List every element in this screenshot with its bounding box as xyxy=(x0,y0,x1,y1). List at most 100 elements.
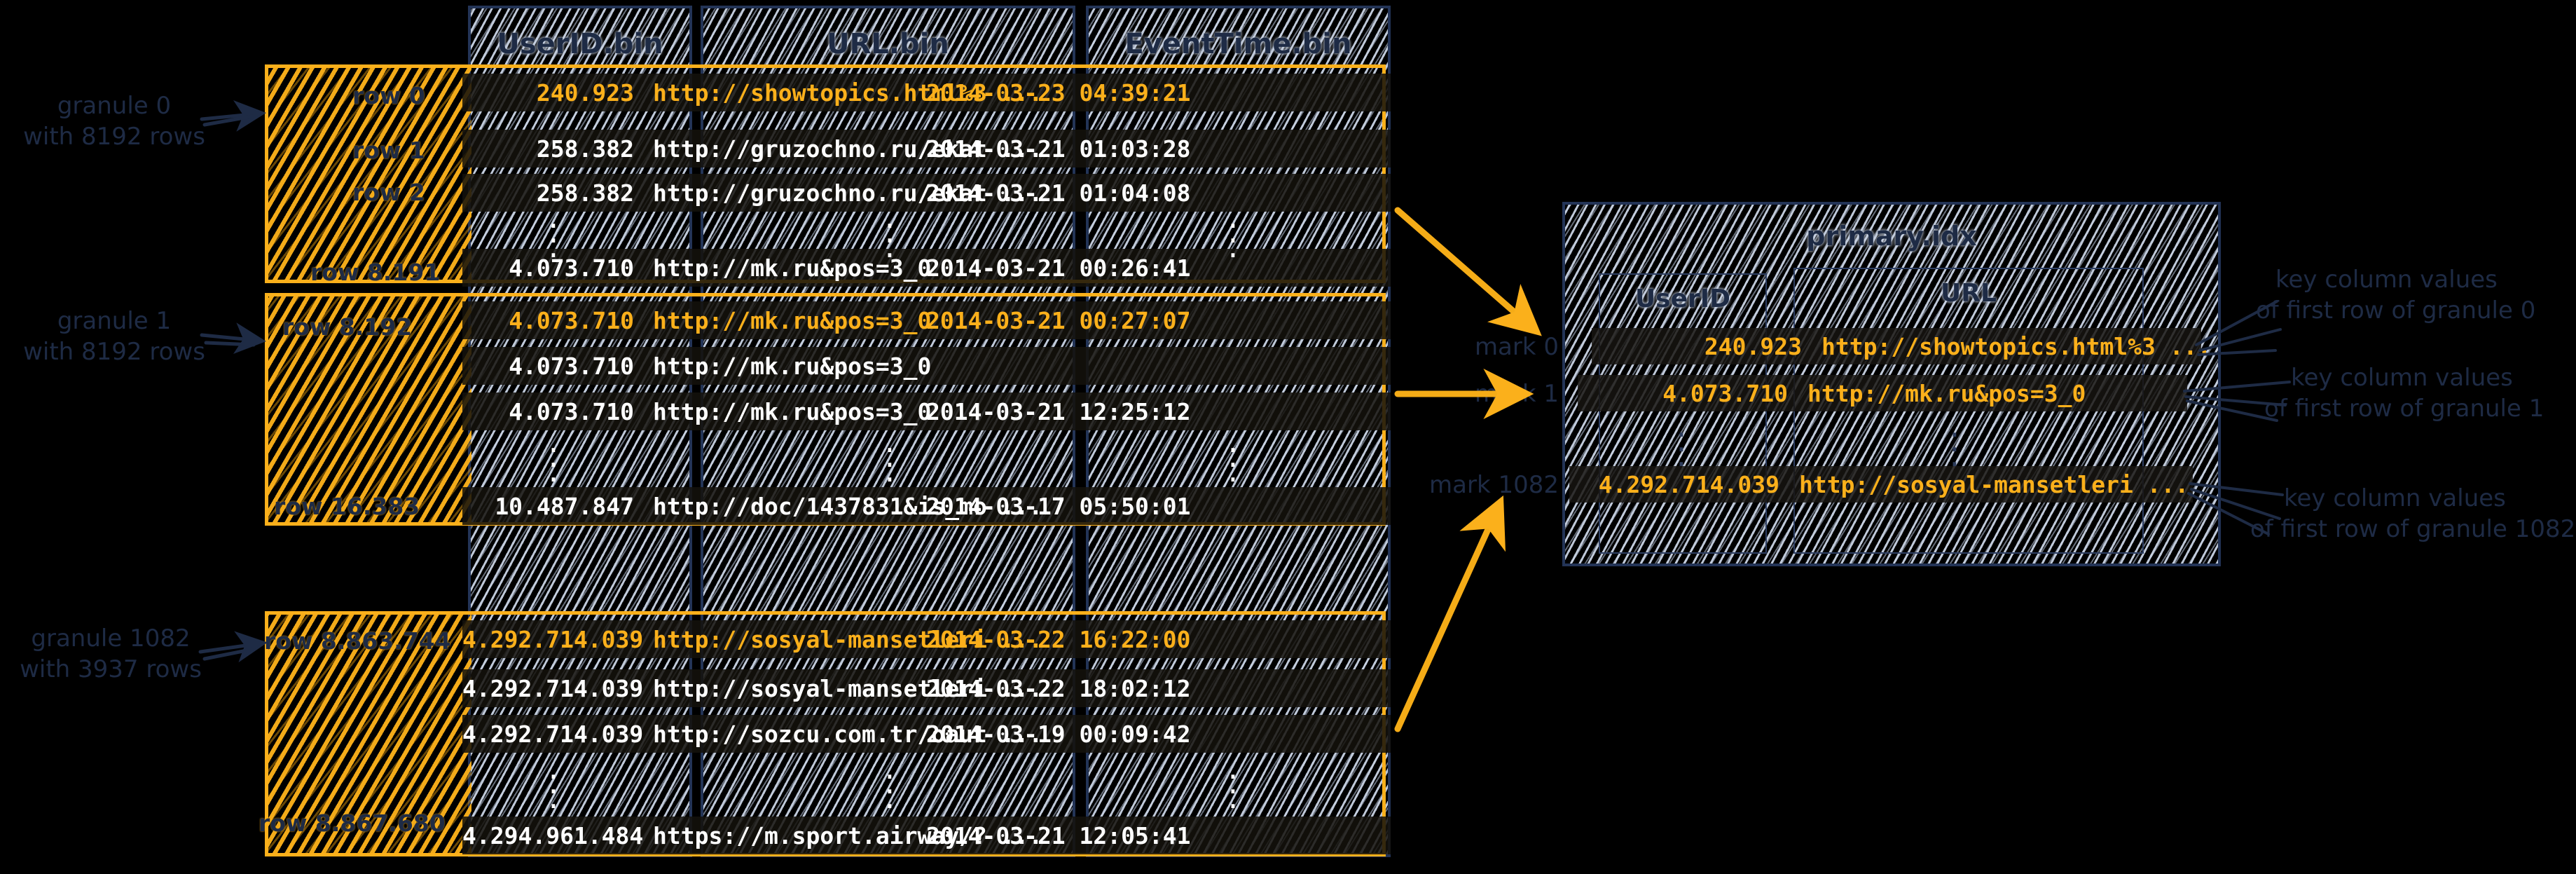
granule-1-vertical-ellipsis: ... xyxy=(545,428,562,488)
granule-1082-to-mark-1082-arrow xyxy=(1394,495,1506,732)
cell-userid: 4.073.710 xyxy=(509,397,634,425)
cell-userid: 240.923 xyxy=(536,78,634,107)
cell-userid: 4.294.961.484 xyxy=(462,821,644,849)
granule-1-row-label-0: row 8.192 xyxy=(282,313,413,341)
index-callout-1: key column values of first row of granul… xyxy=(2264,363,2544,424)
cell-url: http://showtopics.html%3 ... xyxy=(653,78,1043,107)
cell-eventtime: 2014-03-21 12:05:41 xyxy=(926,821,1191,849)
index-callout-0-line2: of first row of granule 0 xyxy=(2256,296,2536,325)
granule-0-last-data-row: 4.073.710 http://mk.ru&pos=3_0 2014-03-2… xyxy=(462,249,1391,287)
column-file-eventtime-bin-label: EventTime.bin xyxy=(1124,28,1352,60)
granule-1-data-row-1: 4.073.710 http://mk.ru&pos=3_0 xyxy=(462,347,1391,385)
index-mark-row-1: 4.073.710 http://mk.ru&pos=3_0 xyxy=(1578,375,2187,411)
cell-url: http://sosyal-mansetleri ... xyxy=(653,674,1043,702)
column-file-userid-bin-label: UserID.bin xyxy=(497,28,663,60)
granule-1082-annotation-line2: with 3937 rows xyxy=(20,655,202,683)
granule-0-data-row-0: 240.923 http://showtopics.html%3 ... 201… xyxy=(462,74,1391,111)
cell-eventtime: 2014-03-21 12:25:12 xyxy=(926,397,1191,425)
index-cell-url: http://mk.ru&pos=3_0 xyxy=(1807,379,2086,407)
granule-1-last-row-label: row 16.383 xyxy=(274,493,420,520)
cell-eventtime: 2014-03-21 01:03:28 xyxy=(926,135,1191,163)
granule-1-data-row-2: 4.073.710 http://mk.ru&pos=3_0 2014-03-2… xyxy=(462,392,1391,430)
cell-url: http://gruzochno.ru/ekat ... xyxy=(653,179,1043,207)
cell-userid: 258.382 xyxy=(536,135,634,163)
granule-0-annotation-line1: granule 0 xyxy=(57,92,172,120)
index-callout-1082-line2: of first row of granule 1082 xyxy=(2250,514,2576,543)
cell-url: http://mk.ru&pos=3_0 xyxy=(653,306,932,334)
index-mark-row-1082: 4.292.714.039 http://sosyal-mansetleri .… xyxy=(1569,466,2193,503)
granule-1082-last-row-label: row 8.867.680 xyxy=(259,810,446,837)
index-mark-label-1082: mark 1082 xyxy=(1429,471,1559,499)
index-mark-label-0: mark 0 xyxy=(1474,333,1559,361)
granule-1-annotation-line2: with 8192 rows xyxy=(23,337,205,366)
granule-1082-annotation: granule 1082 with 3937 rows xyxy=(6,624,216,685)
granule-0-annotation: granule 0 with 8192 rows xyxy=(13,91,216,152)
index-cell-userid: 4.073.710 xyxy=(1662,379,1788,407)
granule-1-hatch xyxy=(268,296,471,522)
cell-userid: 4.292.714.039 xyxy=(462,720,644,748)
granule-1082-vertical-ellipsis: ... xyxy=(1225,754,1241,814)
index-mark-row-0: 240.923 http://showtopics.html%3 ... xyxy=(1592,328,2212,364)
granule-0-box: row 0 row 1 row 2 row 8.191 xyxy=(265,64,1386,286)
granule-1082-data-row-2: 4.292.714.039 http://sozcu.com.tr/oaut .… xyxy=(462,715,1391,753)
cell-eventtime: 2014-03-22 16:22:00 xyxy=(926,625,1191,653)
cell-url: http://gruzochno.ru/ekat ... xyxy=(653,135,1043,163)
index-cell-userid: 240.923 xyxy=(1704,332,1802,360)
cell-url: http://sozcu.com.tr/oaut ... xyxy=(653,720,1043,748)
index-mark-label-1: mark 1 xyxy=(1474,380,1559,408)
granule-1082-vertical-ellipsis: ... xyxy=(545,754,562,814)
index-callout-0: key column values of first row of granul… xyxy=(2256,265,2535,326)
index-callout-1082: key column values of first row of granul… xyxy=(2250,484,2575,545)
granule-0-row-label-0: row 0 xyxy=(352,82,425,109)
granule-1-annotation: granule 1 with 8192 rows xyxy=(13,306,216,367)
cell-eventtime: 2014-03-19 00:09:42 xyxy=(926,720,1191,748)
index-cell-url: http://showtopics.html%3 ... xyxy=(1821,332,2212,360)
cell-userid: 4.292.714.039 xyxy=(462,625,644,653)
granule-0-data-row-1: 258.382 http://gruzochno.ru/ekat ... 201… xyxy=(462,130,1391,168)
column-file-url-bin-label: URL.bin xyxy=(827,28,949,60)
primary-index-title: primary.idx xyxy=(1806,221,1977,252)
cell-url: http://sosyal-mansetleri ... xyxy=(653,625,1043,653)
granule-1082-last-data-row: 4.294.961.484 https://m.sport.airway/? .… xyxy=(462,817,1391,854)
granule-0-hatch xyxy=(268,68,471,280)
cell-userid: 4.292.714.039 xyxy=(462,674,644,702)
granule-0-annotation-line2: with 8192 rows xyxy=(23,122,205,151)
cell-url: http://mk.ru&pos=3_0 xyxy=(653,254,932,282)
index-column-userid-label: UserID xyxy=(1634,285,1731,313)
cell-userid: 4.073.710 xyxy=(509,352,634,380)
granule-0-to-mark-0-arrow xyxy=(1394,207,1542,336)
granule-0-row-label-2: row 2 xyxy=(352,179,425,206)
index-cell-userid: 4.292.714.039 xyxy=(1598,470,1779,498)
granule-1082-annotation-line1: granule 1082 xyxy=(31,624,191,653)
granule-1082-data-row-1: 4.292.714.039 http://sosyal-mansetleri .… xyxy=(462,669,1391,707)
cell-userid: 4.073.710 xyxy=(509,306,634,334)
granule-1082-vertical-ellipsis: ... xyxy=(881,754,898,814)
index-callout-1-line1: key column values xyxy=(2291,364,2513,392)
cell-url: https://m.sport.airway/? ... xyxy=(653,821,1043,849)
granule-0-data-row-2: 258.382 http://gruzochno.ru/ekat ... 201… xyxy=(462,174,1391,212)
cell-eventtime: 2014-03-21 00:27:07 xyxy=(926,306,1191,334)
cell-eventtime: 2014-03-23 04:39:21 xyxy=(926,78,1191,107)
index-callout-0-line1: key column values xyxy=(2275,266,2498,294)
granule-1-vertical-ellipsis: ... xyxy=(881,428,898,488)
granule-1-data-row-0: 4.073.710 http://mk.ru&pos=3_0 2014-03-2… xyxy=(462,301,1391,339)
cell-url: http://mk.ru&pos=3_0 xyxy=(653,352,932,380)
cell-userid: 4.073.710 xyxy=(509,254,634,282)
granule-0-vertical-ellipsis: ... xyxy=(881,203,898,264)
cell-url: http://mk.ru&pos=3_0 xyxy=(653,397,932,425)
granule-1082-hatch xyxy=(268,615,471,853)
index-callout-1082-line1: key column values xyxy=(2284,484,2506,512)
cell-eventtime: 2014-03-21 01:04:08 xyxy=(926,179,1191,207)
index-cell-url: http://sosyal-mansetleri ... xyxy=(1799,470,2189,498)
index-vertical-ellipsis: ... xyxy=(1673,412,1690,472)
cell-eventtime: 2014-03-21 00:26:41 xyxy=(926,254,1191,282)
index-vertical-ellipsis: ... xyxy=(1946,412,1963,472)
cell-userid: 258.382 xyxy=(536,179,634,207)
granule-1082-row-label-0: row 8.863.744 xyxy=(264,627,451,655)
granule-1082-data-row-0: 4.292.714.039 http://sosyal-mansetleri .… xyxy=(462,620,1391,658)
granule-1-last-data-row: 10.487.847 http://doc/1437831&is_mo ... … xyxy=(462,487,1391,525)
granule-0-vertical-ellipsis: ... xyxy=(545,203,562,264)
cell-url: http://doc/1437831&is_mo ... xyxy=(653,492,1043,520)
cell-eventtime: 2014-03-17 05:50:01 xyxy=(926,492,1191,520)
